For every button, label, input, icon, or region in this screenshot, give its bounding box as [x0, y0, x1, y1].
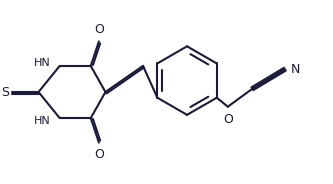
Text: O: O	[223, 113, 233, 125]
Text: N: N	[291, 63, 300, 76]
Text: O: O	[94, 22, 104, 36]
Text: O: O	[94, 148, 104, 162]
Text: S: S	[1, 86, 9, 98]
Text: HN: HN	[34, 116, 51, 126]
Text: HN: HN	[34, 58, 51, 68]
